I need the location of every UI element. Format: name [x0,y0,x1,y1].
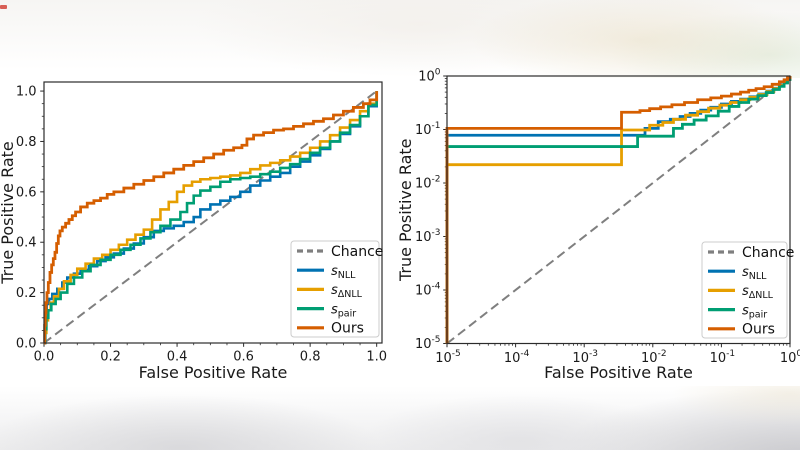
legend-label-sub: pair [338,308,356,319]
legend-label-base: s [331,302,338,317]
curve-Ours [43,91,379,345]
legend-label-base: s [331,283,338,298]
legend-label-s_pair: spair [331,302,356,319]
x-tick-label: 1.0 [366,350,387,365]
legend-label-base: s [742,303,749,318]
x-tick-label: 10-2 [641,349,667,366]
legend-label-s_nll: sNLL [742,265,767,282]
plot-roc-linear: 0.0 0.2 0.4 0.6 0.8 1.0 0.0 0.2 0.4 0.6 0.8 1.0 Fals… [0,81,387,382]
legend-label-base: s [742,265,749,280]
pow-exponent: -3 [432,228,441,238]
pow-base: 10 [504,351,521,366]
background-blur-top [0,0,800,78]
pow-exponent: -1 [432,121,441,131]
curves [445,75,792,345]
recording-artifact [0,5,7,9]
curve-s_pair [43,91,378,345]
legend-label-sub: NLL [338,270,356,281]
x-axis-label: False Positive Rate [139,363,288,382]
curve-Ours [445,76,792,344]
legend-label-base: s [742,284,749,299]
x-tick-label: 10-5 [435,349,461,366]
legend-label-sub: ΔNLL [749,290,774,301]
axis-tick-labels: 10-5 10-4 10-3 10-2 10-1 10010-510-410-310-21… [415,68,800,367]
legend-box [701,241,788,339]
legend-label-sub: pair [749,309,767,320]
x-axis-label: False Positive Rate [544,363,693,382]
curve-Chance [446,75,791,345]
pow-base: 10 [415,230,432,245]
y-tick-label: 10-2 [415,175,441,192]
pow-base: 10 [572,351,589,366]
pow-exponent: -5 [452,349,461,359]
axis-tick-labels: 0.0 0.2 0.4 0.6 0.8 1.0 0.0 0.2 0.4 0.6 0.8 1.0 [16,85,387,365]
plot-frame [446,75,791,345]
legend-label-base: s [331,264,338,279]
pow-base: 10 [415,337,432,352]
y-tick-label: 10-3 [415,228,441,245]
legend-label-chance: Chance [331,244,383,260]
pow-base: 10 [641,351,658,366]
curve-s_ΔNLL [43,91,378,345]
x-tick-label: 0.6 [233,350,254,365]
x-tick-label: 0.4 [167,350,188,365]
y-tick-label: 10-4 [415,282,441,299]
legend-label-s_pair: spair [742,303,767,320]
plot-roc-loglog: 10-5 10-4 10-3 10-2 10-1 10010-510-410-310-21… [396,68,800,383]
pow-exponent: -3 [589,349,598,359]
pow-exponent: 0 [435,68,441,78]
y-tick-label: 10-1 [415,121,441,138]
pow-base: 10 [710,351,727,366]
pow-base: 10 [415,284,432,299]
y-axis-label: True Positive Rate [0,141,17,285]
y-tick-label: 1.0 [16,85,37,100]
y-tick-label: 0.2 [16,286,37,301]
legend-label-chance: Chance [742,245,794,261]
legend-label-s_nll: sNLL [331,264,356,281]
y-axis-label: True Positive Rate [396,138,415,282]
pow-exponent: -4 [520,349,529,359]
y-tick-label: 0.6 [16,185,37,200]
x-tick-label: 0.0 [34,350,55,365]
x-tick-label: 0.8 [300,350,321,365]
legend-label-ours: Ours [742,322,775,338]
pow-base: 10 [418,70,435,85]
y-tick-label: 10-5 [415,335,441,352]
curves [43,90,379,345]
pow-base: 10 [780,351,797,366]
pow-exponent: 0 [796,349,800,359]
pow-exponent: -1 [726,349,735,359]
legend-label-sub: ΔNLL [338,289,363,300]
legend-label-ours: Ours [331,321,364,337]
x-tick-label: 10-4 [504,349,530,366]
y-tick-label: 100 [418,68,441,85]
background-blur-bottom [0,386,800,450]
pow-exponent: -4 [432,282,441,292]
y-tick-label: 0.0 [16,337,37,352]
legend-label-s_dnll: sΔNLL [742,284,774,301]
curve-s_pair [445,76,792,344]
plot-frame [43,81,383,344]
pow-exponent: -2 [432,175,441,185]
pow-base: 10 [415,177,432,192]
pow-base: 10 [435,351,452,366]
pow-base: 10 [415,123,432,138]
legend-box [290,240,380,338]
y-tick-label: 0.4 [16,236,37,251]
x-tick-label: 0.2 [100,350,121,365]
x-tick-label: 10-1 [710,349,736,366]
y-tick-label: 0.8 [16,135,37,150]
legend-label-sub: NLL [749,271,767,282]
legend-label-s_dnll: sΔNLL [331,283,363,300]
x-tick-label: 10-3 [572,349,598,366]
pow-exponent: -5 [432,335,441,345]
pow-exponent: -2 [658,349,667,359]
x-tick-label: 100 [780,349,800,366]
